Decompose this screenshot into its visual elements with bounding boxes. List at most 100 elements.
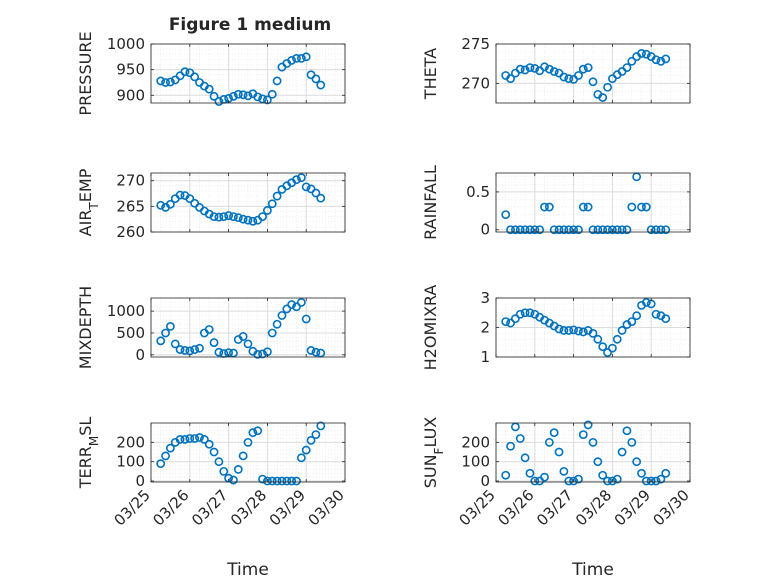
data-point (277, 476, 287, 486)
data-point (301, 445, 311, 455)
data-point (661, 54, 671, 64)
tick-marks (150, 298, 346, 357)
data-point (238, 90, 248, 100)
data-point (311, 74, 321, 84)
data-point (520, 453, 530, 463)
data-point (306, 436, 316, 445)
data-point (175, 190, 185, 200)
data-point (588, 328, 598, 338)
data-point (598, 470, 608, 480)
series-air-temp (156, 173, 326, 226)
data-point (622, 63, 632, 72)
data-point (301, 52, 311, 62)
data-point (180, 346, 190, 355)
data-point (554, 225, 564, 235)
data-point (588, 77, 598, 87)
data-point (175, 435, 185, 444)
data-point (311, 347, 321, 357)
data-point (262, 95, 272, 105)
data-point (156, 200, 166, 210)
data-point (243, 437, 253, 447)
data-point (209, 91, 219, 101)
data-point (583, 202, 593, 212)
data-point (316, 421, 326, 431)
tick-marks (495, 173, 691, 232)
y-tick-label: 3 (480, 289, 490, 307)
data-point (637, 49, 646, 58)
data-point (627, 317, 637, 326)
data-point (258, 94, 267, 104)
data-point (559, 466, 569, 476)
data-point (243, 91, 253, 101)
subplot-pressure: 900 950 1000 PRESSURE (76, 31, 346, 116)
data-point (253, 92, 263, 102)
plot-area (151, 44, 345, 103)
data-point (233, 89, 243, 99)
y-tick-label: 950 (116, 61, 145, 79)
data-point (272, 191, 282, 201)
data-point (515, 309, 525, 319)
y-tick-label: 1000 (107, 35, 145, 53)
data-point (238, 332, 248, 341)
data-point (603, 476, 612, 486)
data-point (161, 451, 170, 461)
data-point (316, 80, 326, 90)
data-point (267, 199, 277, 209)
data-point (195, 343, 204, 353)
data-point (608, 343, 617, 353)
data-point (224, 211, 233, 220)
data-point (156, 336, 166, 346)
data-point (214, 97, 224, 106)
data-point (593, 225, 603, 235)
data-point (578, 202, 588, 212)
data-point (204, 84, 214, 94)
data-point (233, 465, 243, 474)
data-point (574, 326, 583, 336)
data-point (520, 225, 530, 235)
y-tick-label: 100 (461, 453, 490, 471)
y-axis-label: PRESSURE (76, 31, 95, 115)
y-tick-label: 0 (480, 221, 490, 239)
data-point (603, 348, 612, 357)
data-point (661, 468, 671, 478)
data-point (165, 322, 175, 331)
subplot-h2omixra: 1 2 3 H2OMIXRA (421, 285, 691, 370)
data-point (593, 334, 603, 344)
y-tick-label: 265 (116, 197, 145, 215)
data-point (267, 89, 277, 99)
data-point (165, 199, 175, 209)
tick-marks (495, 297, 691, 358)
data-point (627, 202, 637, 212)
data-point (661, 225, 671, 235)
data-point (506, 441, 515, 451)
data-point (156, 76, 166, 86)
data-point (296, 53, 306, 63)
data-point (204, 439, 214, 449)
data-point (306, 346, 316, 355)
data-point (598, 93, 608, 102)
data-point (627, 56, 637, 66)
data-point (199, 435, 209, 444)
axes-box (495, 172, 691, 233)
data-point (506, 318, 515, 328)
data-point (248, 428, 258, 438)
data-point (301, 314, 311, 324)
y-axis-label: MIXDEPTH (76, 286, 95, 369)
data-point (535, 225, 545, 235)
data-point (262, 206, 272, 215)
data-point (209, 447, 219, 457)
data-point (272, 476, 282, 486)
data-point (608, 476, 617, 486)
data-point (622, 225, 632, 235)
axes-box (495, 43, 691, 104)
data-point (661, 314, 671, 324)
data-point (296, 173, 306, 183)
data-point (588, 225, 598, 235)
series-terr-msl (156, 421, 326, 486)
data-point (617, 326, 627, 335)
data-point (530, 63, 540, 73)
data-point (632, 311, 642, 321)
data-point (554, 447, 564, 457)
y-tick-label: 1000 (107, 302, 145, 320)
x-axis-label: Time (571, 560, 614, 580)
